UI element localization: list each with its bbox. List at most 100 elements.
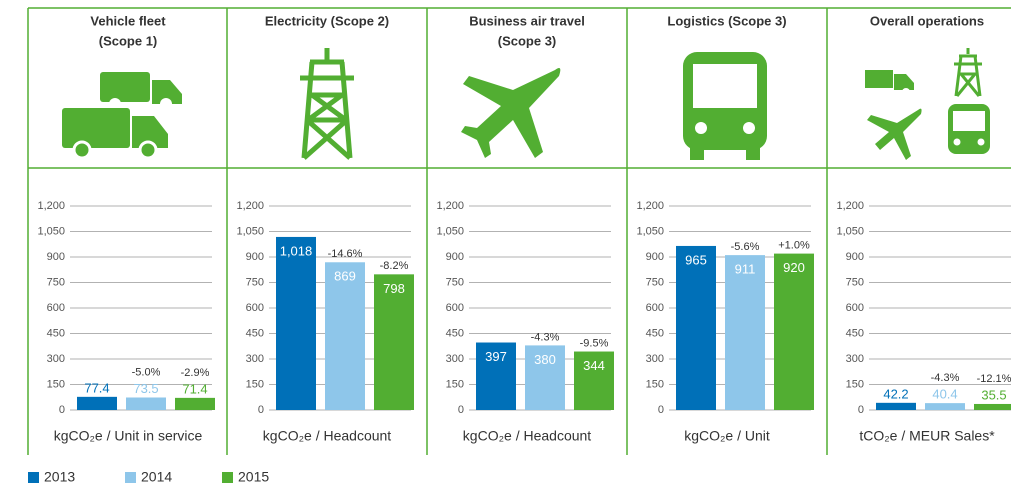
chart-title: Business air travel	[469, 13, 585, 28]
chart-panel: Overall operations 0 150 300 450 600 750 900 1,0…	[836, 13, 1011, 444]
y-tick-label: 900	[446, 251, 464, 263]
data-label: 869	[334, 269, 356, 284]
legend-swatch	[125, 472, 136, 483]
chart-title: Overall operations	[870, 13, 984, 28]
change-label: -5.6%	[731, 241, 760, 253]
y-tick-label: 1,200	[236, 200, 264, 212]
axis-label: kgCO₂e / Headcount	[263, 428, 392, 444]
y-tick-label: 450	[47, 327, 65, 339]
legend-label: 2013	[44, 469, 75, 485]
data-label: 965	[685, 252, 707, 267]
y-tick-label: 150	[846, 378, 864, 390]
axis-label: kgCO₂e / Unit	[684, 428, 770, 444]
change-label: -4.3%	[531, 331, 560, 343]
bar	[876, 402, 916, 410]
axis-label: tCO₂e / MEUR Sales*	[859, 428, 995, 444]
y-tick-label: 1,050	[37, 225, 65, 237]
y-tick-label: 300	[246, 353, 264, 365]
bar	[974, 403, 1011, 410]
y-tick-label: 300	[446, 353, 464, 365]
legend-label: 2015	[238, 469, 269, 485]
data-label: 40.4	[932, 387, 957, 402]
y-tick-label: 600	[846, 302, 864, 314]
y-tick-label: 900	[846, 251, 864, 263]
legend-label: 2014	[141, 469, 172, 485]
y-tick-label: 600	[47, 302, 65, 314]
axis-label: kgCO₂e / Headcount	[463, 428, 592, 444]
bar	[77, 396, 117, 410]
data-label: 380	[534, 352, 556, 367]
change-label: +1.0%	[778, 240, 810, 252]
y-tick-label: 750	[47, 276, 65, 288]
bar	[476, 342, 516, 410]
data-label: 35.5	[981, 387, 1006, 402]
overall-icons	[865, 70, 990, 160]
bar	[126, 397, 166, 410]
legend-swatch	[222, 472, 233, 483]
chart-panel: Electricity (Scope 2) 0 150 300 450 600 750 900…	[236, 13, 414, 444]
y-tick-label: 0	[258, 404, 264, 416]
bar	[276, 236, 316, 410]
chart-panel: Logistics (Scope 3) 0 150 300 450 600 750 900 1,…	[636, 13, 814, 444]
y-tick-label: 300	[47, 353, 65, 365]
legend: 2013 2014 2015	[28, 469, 269, 485]
y-tick-label: 600	[246, 302, 264, 314]
y-tick-label: 1,200	[636, 200, 664, 212]
data-label: 1,018	[280, 243, 313, 258]
chart-title: (Scope 1)	[99, 33, 158, 48]
data-label: 911	[735, 262, 756, 277]
change-label: -8.2%	[380, 260, 409, 272]
y-tick-label: 0	[458, 404, 464, 416]
change-label: -4.3%	[931, 372, 960, 384]
y-tick-label: 450	[646, 327, 664, 339]
y-tick-label: 150	[246, 378, 264, 390]
y-tick-label: 0	[858, 404, 864, 416]
change-label: -12.1%	[977, 373, 1011, 385]
data-label: 920	[783, 260, 805, 275]
y-tick-label: 450	[846, 327, 864, 339]
chart-title: Vehicle fleet	[90, 13, 166, 28]
tower-icon	[300, 48, 354, 160]
bar	[374, 274, 414, 410]
y-tick-label: 750	[246, 276, 264, 288]
change-label: -2.9%	[181, 367, 210, 379]
y-tick-label: 300	[646, 353, 664, 365]
y-tick-label: 1,200	[436, 200, 464, 212]
y-tick-label: 300	[846, 353, 864, 365]
charts: Vehicle fleet (Scope 1) 0 150 300 450 600 750 90…	[37, 13, 1011, 444]
bar	[725, 255, 765, 410]
y-tick-label: 1,200	[37, 200, 65, 212]
chart-panel: Vehicle fleet (Scope 1) 0 150 300 450 600 750 90…	[37, 13, 215, 444]
y-tick-label: 450	[246, 327, 264, 339]
bar	[525, 345, 565, 410]
y-tick-label: 750	[846, 276, 864, 288]
y-tick-label: 1,050	[636, 225, 664, 237]
bar	[676, 245, 716, 410]
data-label: 798	[383, 281, 405, 296]
y-tick-label: 750	[446, 276, 464, 288]
bar	[175, 397, 215, 410]
y-tick-label: 900	[246, 251, 264, 263]
y-tick-label: 900	[47, 251, 65, 263]
y-tick-label: 750	[646, 276, 664, 288]
frame	[27, 7, 1011, 455]
chart-title: Logistics (Scope 3)	[667, 13, 786, 28]
y-tick-label: 150	[646, 378, 664, 390]
bar	[774, 253, 814, 410]
data-label: 42.2	[883, 386, 908, 401]
y-tick-label: 1,050	[436, 225, 464, 237]
data-label: 344	[583, 358, 605, 373]
y-tick-label: 1,200	[836, 200, 864, 212]
change-label: -9.5%	[580, 337, 609, 349]
y-tick-label: 1,050	[236, 225, 264, 237]
y-tick-label: 600	[646, 302, 664, 314]
tower-icon-small	[954, 48, 982, 97]
y-tick-label: 0	[59, 404, 65, 416]
y-tick-label: 900	[646, 251, 664, 263]
legend-swatch	[28, 472, 39, 483]
y-tick-label: 0	[658, 404, 664, 416]
bar	[325, 262, 365, 410]
chart-title: (Scope 3)	[498, 33, 557, 48]
data-label: 71.4	[182, 381, 207, 396]
